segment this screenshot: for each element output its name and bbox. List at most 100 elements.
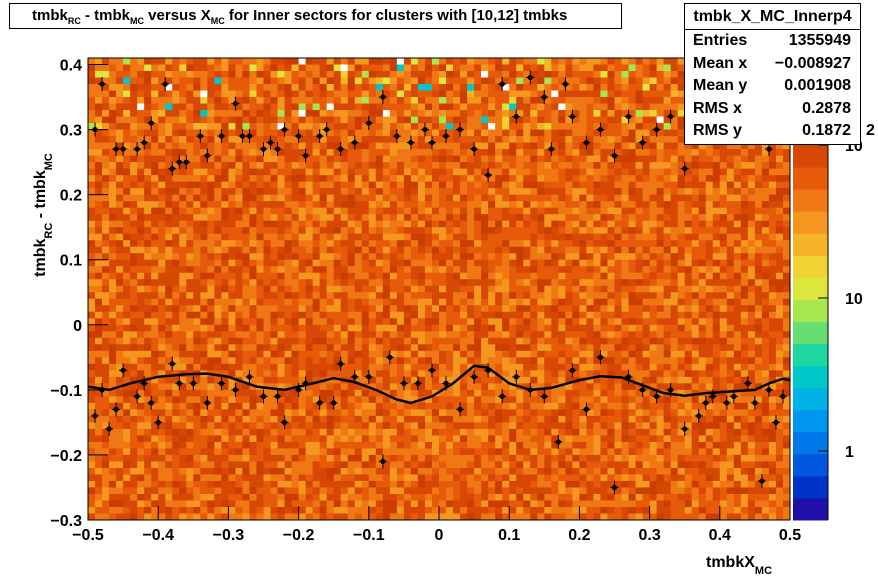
heatmap-cell xyxy=(235,201,243,209)
heatmap-cell xyxy=(172,311,180,319)
heatmap-cell xyxy=(340,370,349,378)
heatmap-cell xyxy=(172,175,180,183)
heatmap-cell xyxy=(523,123,531,130)
heatmap-cell xyxy=(256,500,264,508)
heatmap-cell xyxy=(410,246,419,254)
heatmap-cell xyxy=(137,461,145,469)
heatmap-cell xyxy=(530,142,538,150)
heatmap-cell xyxy=(116,207,124,215)
heatmap-cell xyxy=(102,324,110,332)
heatmap-cell xyxy=(403,103,412,111)
heatmap-cell xyxy=(284,103,292,111)
heatmap-cell xyxy=(249,461,257,469)
heatmap-cell xyxy=(305,415,314,423)
heatmap-cell xyxy=(88,162,96,170)
heatmap-cell xyxy=(123,435,131,443)
heatmap-cell xyxy=(537,272,545,280)
heatmap-cell xyxy=(572,467,580,475)
heatmap-cell xyxy=(347,305,356,313)
heatmap-cell xyxy=(270,363,278,371)
heatmap-cell xyxy=(530,506,538,514)
heatmap-cell xyxy=(431,64,440,72)
heatmap-cell xyxy=(572,168,580,176)
heatmap-cell xyxy=(228,285,236,293)
heatmap-cell xyxy=(305,441,314,449)
heatmap-cell xyxy=(158,64,166,72)
heatmap-cell xyxy=(298,337,307,345)
heatmap-cell xyxy=(270,324,278,332)
heatmap-cell xyxy=(151,298,159,306)
heatmap-cell xyxy=(165,272,173,280)
heatmap-cell xyxy=(537,389,545,397)
heatmap-cell xyxy=(417,331,426,339)
heatmap-cell xyxy=(467,207,475,215)
heatmap-cell xyxy=(368,415,377,423)
heatmap-cell xyxy=(417,116,426,124)
heatmap-cell xyxy=(410,513,419,521)
heatmap-cell xyxy=(333,480,342,488)
heatmap-cell xyxy=(347,337,356,345)
heatmap-cell xyxy=(109,415,117,423)
heatmap-cell xyxy=(453,58,461,65)
heatmap-cell xyxy=(221,370,229,378)
heatmap-cell xyxy=(277,64,285,72)
heatmap-cell xyxy=(326,513,335,521)
heatmap-cell xyxy=(354,77,363,85)
heatmap-cell xyxy=(186,71,194,78)
heatmap-cell xyxy=(551,344,559,352)
heatmap-cell xyxy=(123,350,131,358)
heatmap-cell xyxy=(361,142,370,150)
heatmap-cell xyxy=(417,344,426,352)
heatmap-cell xyxy=(544,402,552,410)
heatmap-cell xyxy=(298,409,307,417)
heatmap-cell xyxy=(361,110,370,117)
heatmap-cell xyxy=(263,64,271,72)
heatmap-cell xyxy=(410,383,419,391)
heatmap-cell xyxy=(474,389,482,397)
heatmap-cell xyxy=(130,493,138,501)
heatmap-cell xyxy=(263,279,271,287)
heatmap-cell xyxy=(446,266,454,274)
heatmap-cell xyxy=(277,58,285,65)
heatmap-cell xyxy=(446,97,454,104)
heatmap-cell xyxy=(361,415,370,423)
heatmap-cell xyxy=(277,487,285,495)
heatmap-cell xyxy=(565,467,573,475)
heatmap-cell xyxy=(333,181,342,189)
heatmap-cell xyxy=(242,448,250,456)
heatmap-cell xyxy=(256,344,264,352)
heatmap-cell xyxy=(172,435,180,443)
heatmap-cell xyxy=(558,123,566,130)
heatmap-cell xyxy=(305,266,314,274)
heatmap-cell xyxy=(95,136,103,143)
heatmap-cell xyxy=(298,298,307,306)
heatmap-cell xyxy=(305,71,314,78)
heatmap-cell xyxy=(130,370,138,378)
heatmap-cell xyxy=(375,461,384,469)
heatmap-cell xyxy=(200,103,208,111)
heatmap-cell xyxy=(509,279,517,287)
heatmap-cell xyxy=(172,409,180,417)
heatmap-cell xyxy=(474,129,482,137)
heatmap-cell xyxy=(109,324,117,332)
heatmap-cell xyxy=(474,461,482,469)
heatmap-cell xyxy=(523,311,531,319)
heatmap-cell xyxy=(396,422,405,430)
heatmap-cell xyxy=(326,493,335,501)
heatmap-cell xyxy=(382,181,391,189)
heatmap-cell xyxy=(228,194,236,202)
heatmap-cell xyxy=(368,292,377,300)
heatmap-cell xyxy=(256,110,264,117)
heatmap-cell xyxy=(417,266,426,274)
heatmap-cell xyxy=(242,337,250,345)
heatmap-cell xyxy=(537,337,545,345)
heatmap-cell xyxy=(551,129,559,137)
heatmap-cell xyxy=(249,513,257,521)
heatmap-cell xyxy=(474,337,482,345)
heatmap-cell xyxy=(340,116,349,124)
heatmap-cell xyxy=(319,136,328,143)
heatmap-cell xyxy=(88,292,96,300)
heatmap-cell xyxy=(116,305,124,313)
heatmap-cell xyxy=(298,71,307,78)
heatmap-cell xyxy=(530,428,538,436)
